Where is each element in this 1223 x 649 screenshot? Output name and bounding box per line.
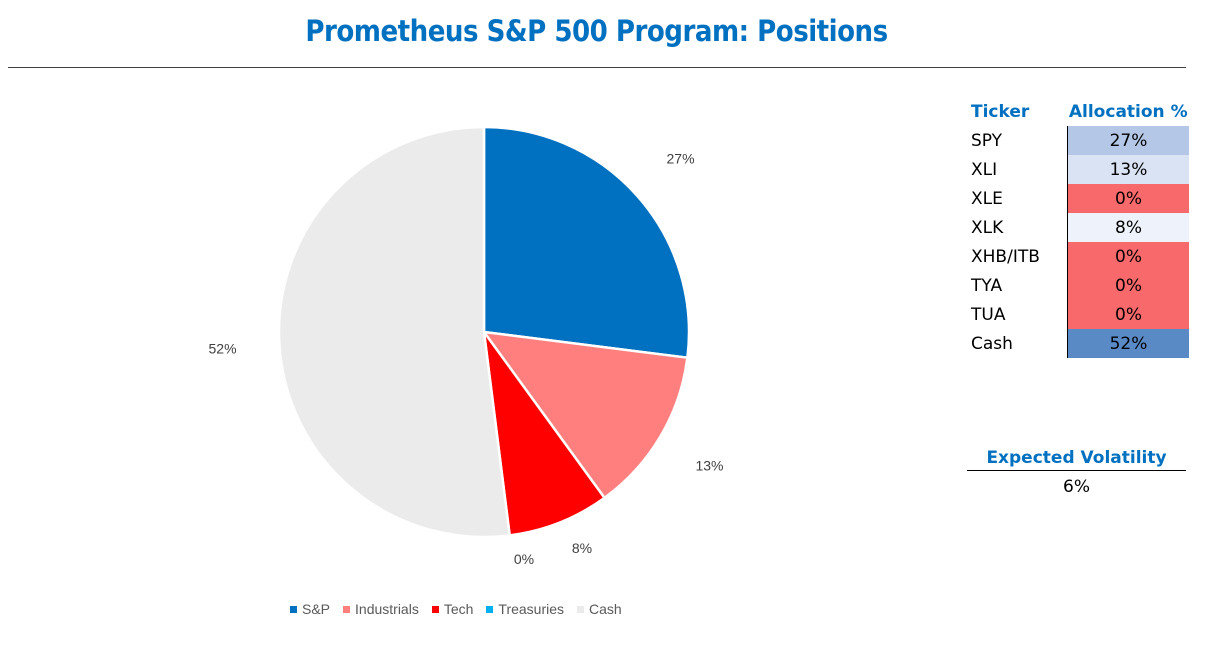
- ticker-cell: TUA: [971, 304, 1006, 325]
- ticker-cell: XLI: [971, 159, 998, 180]
- allocation-table: Ticker Allocation % SPY 27% XLI 13% XLE 0% XLK…: [967, 97, 1189, 358]
- legend-label: Cash: [589, 601, 622, 617]
- page-title: Prometheus S&P 500 Program: Positions: [305, 14, 888, 48]
- legend-swatch: [431, 605, 439, 613]
- ticker-cell: XLK: [971, 217, 1004, 238]
- table-row: XHB/ITB 0%: [967, 242, 1189, 271]
- table-row: TYA 0%: [967, 271, 1189, 300]
- allocation-cell: 27%: [1067, 126, 1189, 155]
- table-row: TUA 0%: [967, 300, 1189, 329]
- legend-label: S&P: [302, 601, 331, 617]
- data-label: 52%: [209, 340, 237, 356]
- legend-swatch: [577, 605, 585, 613]
- legend-swatch: [343, 605, 351, 613]
- legend-label: Tech: [443, 601, 474, 617]
- allocation-cell: 8%: [1067, 213, 1189, 242]
- ticker-cell: SPY: [971, 130, 1003, 151]
- ticker-cell: TYA: [971, 275, 1003, 296]
- table-row: XLK 8%: [967, 213, 1189, 242]
- data-label: 13%: [695, 457, 723, 473]
- legend-swatch: [290, 605, 297, 613]
- data-label: 0%: [514, 551, 534, 567]
- legend-item: S&P: [290, 601, 330, 617]
- table-row: Cash 52%: [967, 329, 1189, 358]
- legend-swatch: [486, 605, 494, 613]
- table-row: XLI 13%: [967, 155, 1189, 184]
- header-allocation: Allocation %: [1068, 101, 1188, 122]
- legend-item: Treasuries: [486, 601, 564, 617]
- ticker-cell: XLE: [971, 188, 1003, 209]
- chart-legend: S&P Industrials Tech Treasuries Cash: [290, 601, 622, 617]
- allocation-cell: 0%: [1067, 300, 1189, 329]
- legend-item: Tech: [431, 601, 474, 617]
- pie-chart: 27% 13% 8% 0% 52%: [209, 125, 724, 567]
- ticker-cell: XHB/ITB: [971, 246, 1040, 267]
- allocation-cell: 0%: [1067, 184, 1189, 213]
- title-divider: [8, 67, 1186, 68]
- allocation-cell: 0%: [1067, 271, 1189, 300]
- allocation-cell: 13%: [1067, 155, 1189, 184]
- pie-slice: [482, 331, 607, 537]
- allocation-cell: 52%: [1067, 329, 1189, 358]
- legend-item: Cash: [577, 601, 622, 617]
- pie-slice: [482, 125, 691, 360]
- legend-label: Treasuries: [498, 601, 565, 617]
- pie-slice: [481, 330, 689, 500]
- allocation-cell: 0%: [1067, 242, 1189, 271]
- legend-label: Industrials: [355, 601, 419, 617]
- expected-volatility-value: 6%: [1063, 477, 1090, 497]
- expected-volatility-label: Expected Volatility: [967, 448, 1186, 471]
- table-row: SPY 27%: [967, 126, 1189, 155]
- table-row: XLE 0%: [967, 184, 1189, 213]
- data-label: 8%: [572, 540, 592, 556]
- table-header-row: Ticker Allocation %: [967, 97, 1189, 126]
- expected-volatility: Expected Volatility 6%: [967, 448, 1186, 497]
- pie-slice: [277, 125, 512, 539]
- legend-item: Industrials: [343, 601, 419, 617]
- data-label: 27%: [667, 151, 695, 167]
- header-ticker: Ticker: [971, 101, 1030, 122]
- ticker-cell: Cash: [971, 333, 1013, 354]
